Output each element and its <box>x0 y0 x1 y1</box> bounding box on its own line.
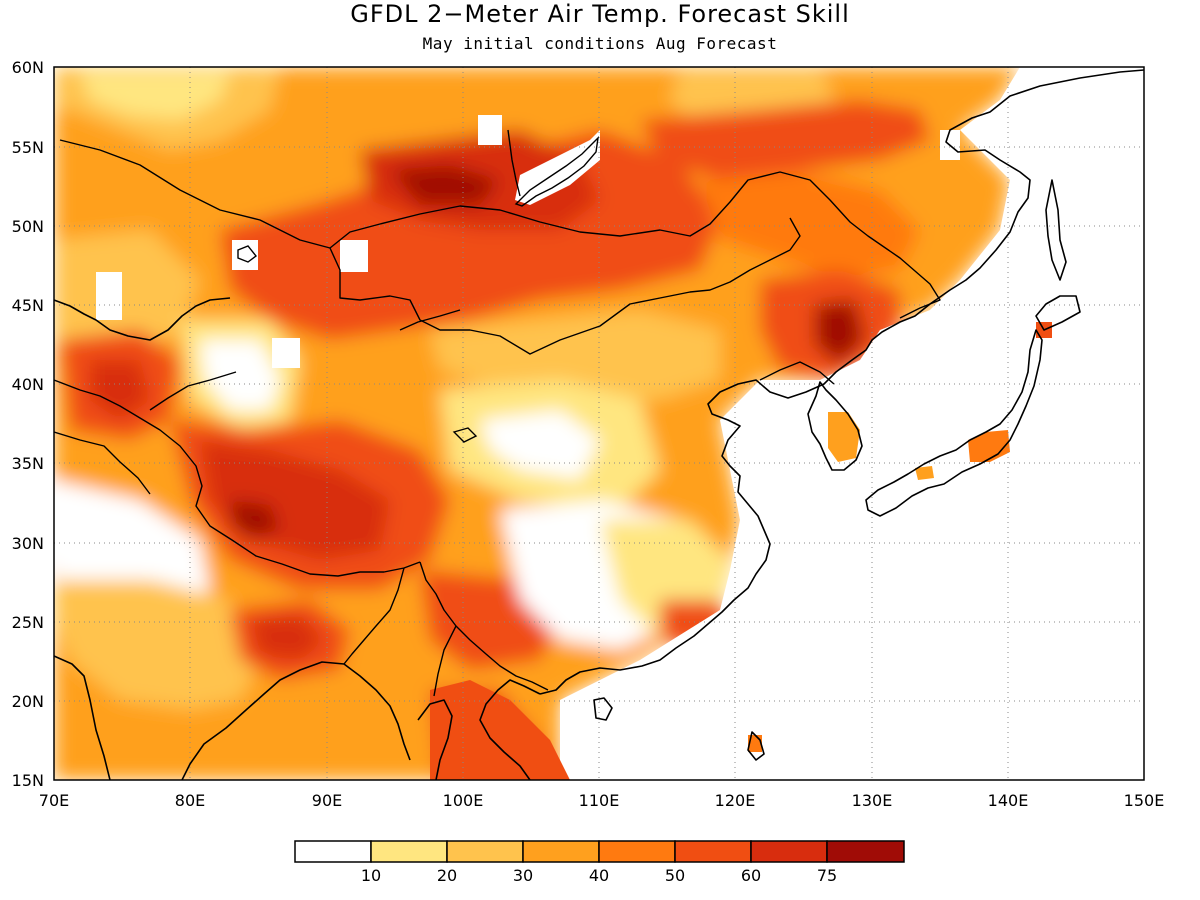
colorbar-label: 30 <box>513 866 533 885</box>
skill-area-gobi-pale <box>430 310 720 400</box>
skill-area-tarim-white <box>200 340 280 410</box>
skill-area-honshu-box <box>968 430 1010 462</box>
colorbar-label: 20 <box>437 866 457 885</box>
lon-label: 140E <box>988 791 1029 810</box>
missing-cell-1 <box>478 115 502 145</box>
skill-area-sea-of-japan-patch <box>915 466 934 480</box>
skill-area-india-white <box>54 480 210 610</box>
skill-area-indochina-box <box>430 680 570 780</box>
skill-area-mongolia <box>220 130 720 340</box>
skill-area-kazakh-yellow <box>54 230 200 360</box>
colorbar-swatch <box>294 840 372 863</box>
lon-label: 110E <box>579 791 620 810</box>
lon-label: 100E <box>443 791 484 810</box>
lon-label: 70E <box>39 791 69 810</box>
colorbar-label: 50 <box>665 866 685 885</box>
colorbar-label: 75 <box>817 866 837 885</box>
map-frame <box>53 66 1145 781</box>
skill-area-siberia-east <box>640 100 930 180</box>
colorbar-label: 40 <box>589 866 609 885</box>
skill-area-far-north-yellow <box>80 72 230 120</box>
skill-area-korea-box <box>828 412 860 462</box>
missing-cell-3 <box>232 240 258 270</box>
skill-area-northeast-china-peak <box>815 300 865 365</box>
colorbar-swatch <box>598 840 676 863</box>
lat-label: 20N <box>12 692 44 711</box>
missing-cell-2 <box>96 272 122 320</box>
chart-subtitle: May initial conditions Aug Forecast <box>422 34 778 53</box>
latitude-labels: 60N 55N 50N 45N 40N 35N 30N 25N 20N 15N <box>12 58 44 790</box>
skill-area-pamir-peak <box>90 360 150 420</box>
lakes <box>237 129 599 443</box>
colorbar-swatch <box>446 840 524 863</box>
lon-label: 80E <box>175 791 205 810</box>
skill-area-baikal-peak <box>390 165 500 205</box>
colorbar-label: 60 <box>741 866 761 885</box>
political-borders <box>54 139 941 697</box>
chart-title: GFDL 2−Meter Air Temp. Forecast Skill <box>350 0 850 28</box>
lat-label: 35N <box>12 454 44 473</box>
skill-area-india-pale <box>54 580 260 710</box>
skill-area-amur <box>700 170 920 280</box>
lat-label: 55N <box>12 138 44 157</box>
lat-label: 60N <box>12 58 44 77</box>
skill-area-tibet-peak <box>230 500 280 540</box>
missing-cell-5 <box>272 338 300 368</box>
lat-label: 45N <box>12 296 44 315</box>
colorbar-swatch <box>674 840 752 863</box>
shaded-skill-layer <box>54 67 1052 780</box>
colorbar-swatch <box>826 840 905 863</box>
longitude-labels: 70E 80E 90E 100E 110E 120E 130E 140E 150… <box>39 791 1165 810</box>
lon-label: 130E <box>852 791 893 810</box>
gridlines <box>54 67 1144 780</box>
lon-label: 120E <box>715 791 756 810</box>
colorbar: 10 20 30 40 50 60 75 <box>294 840 905 885</box>
lon-label: 90E <box>312 791 342 810</box>
skill-field <box>54 67 1144 780</box>
missing-cell-4 <box>340 240 368 272</box>
colorbar-swatch <box>522 840 600 863</box>
lat-label: 50N <box>12 217 44 236</box>
coastlines <box>54 69 1144 780</box>
lat-label: 40N <box>12 375 44 394</box>
lat-label: 15N <box>12 771 44 790</box>
colorbar-swatch <box>750 840 828 863</box>
lat-label: 30N <box>12 534 44 553</box>
colorbar-swatch <box>370 840 448 863</box>
colorbar-label: 10 <box>361 866 381 885</box>
lon-label: 150E <box>1124 791 1165 810</box>
lat-label: 25N <box>12 613 44 632</box>
skill-area-bengal-core <box>250 615 325 660</box>
